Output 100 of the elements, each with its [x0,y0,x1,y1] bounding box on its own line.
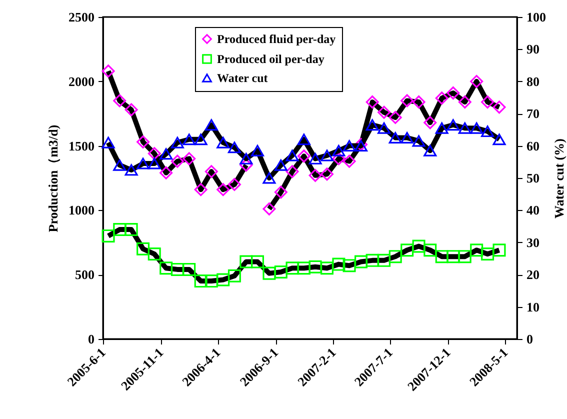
y2-tick-label: 80 [526,74,540,89]
point [388,250,402,264]
y2-tick-label: 70 [526,106,540,122]
y2-tick-label: 20 [526,267,540,282]
point [458,96,472,109]
point [170,154,184,168]
point [216,183,230,196]
point [424,244,437,257]
point [378,106,391,119]
y-tick-label: 500 [75,267,94,282]
point [113,159,126,171]
point [366,96,379,109]
point [400,94,414,108]
point [182,134,196,146]
point [354,255,368,268]
point [113,223,126,236]
point [124,164,138,176]
point [297,262,310,275]
point [194,274,208,288]
point [228,269,241,282]
point [446,86,460,100]
point [297,134,310,146]
y-tick-label: 1500 [68,138,94,154]
point [424,116,437,130]
y-tick-label: 2500 [68,10,94,24]
point [342,140,356,152]
point [286,262,299,275]
point [446,119,460,131]
point [170,262,184,276]
y2-tick-label: 90 [526,42,540,57]
point [481,126,494,138]
point [412,240,426,253]
point [458,250,472,264]
y2-tick-label: 10 [526,299,540,314]
legend-label: Produced oil per-day [217,52,324,66]
point [435,92,448,105]
point [388,110,402,124]
point [240,152,253,164]
point [204,119,218,131]
point [204,165,218,178]
y2-tick-label: 60 [526,138,540,154]
point [102,64,115,78]
point [102,136,115,148]
point [160,262,173,275]
point [160,166,173,180]
point [274,159,288,171]
point [124,223,138,236]
point [342,154,356,168]
point [320,262,334,275]
point [286,150,299,162]
y2-axis-title: Water cut (%) [552,138,566,218]
point [182,152,196,166]
y-tick-label: 1000 [68,202,94,218]
point [262,172,276,184]
point [228,142,241,154]
point [204,274,218,288]
point [160,148,173,160]
y-tick-label: 0 [88,332,94,346]
point [216,273,230,286]
point [102,229,115,242]
point [228,178,241,191]
point [194,183,208,196]
point [308,260,322,274]
point [113,94,126,108]
point [240,158,253,172]
point [366,119,379,131]
point [148,247,161,260]
point [297,150,310,163]
legend-label: Water cut [217,71,268,85]
point [274,266,288,279]
point [492,100,506,114]
y-axis-title: Production（m3/d) [46,124,60,232]
point [240,255,253,268]
y2-tick-label: 30 [526,234,540,250]
point [388,132,402,144]
point [424,144,437,156]
point [250,255,264,268]
point [136,135,150,148]
point [216,136,230,148]
point [378,254,391,267]
y2-tick-label: 100 [526,10,546,24]
point [470,122,484,134]
point [400,132,414,144]
point [286,165,299,178]
point [400,244,414,257]
y2-tick-label: 40 [526,202,540,218]
point [435,122,448,134]
point [342,259,356,272]
legend-label: Produced fluid per-day [217,32,336,46]
point [308,152,322,164]
point [481,96,494,109]
point [412,96,426,109]
point [412,135,426,147]
point [446,250,460,264]
point [435,250,448,264]
point [262,202,276,216]
point [136,158,150,170]
point [320,150,334,162]
point [492,244,506,257]
point [148,158,161,170]
